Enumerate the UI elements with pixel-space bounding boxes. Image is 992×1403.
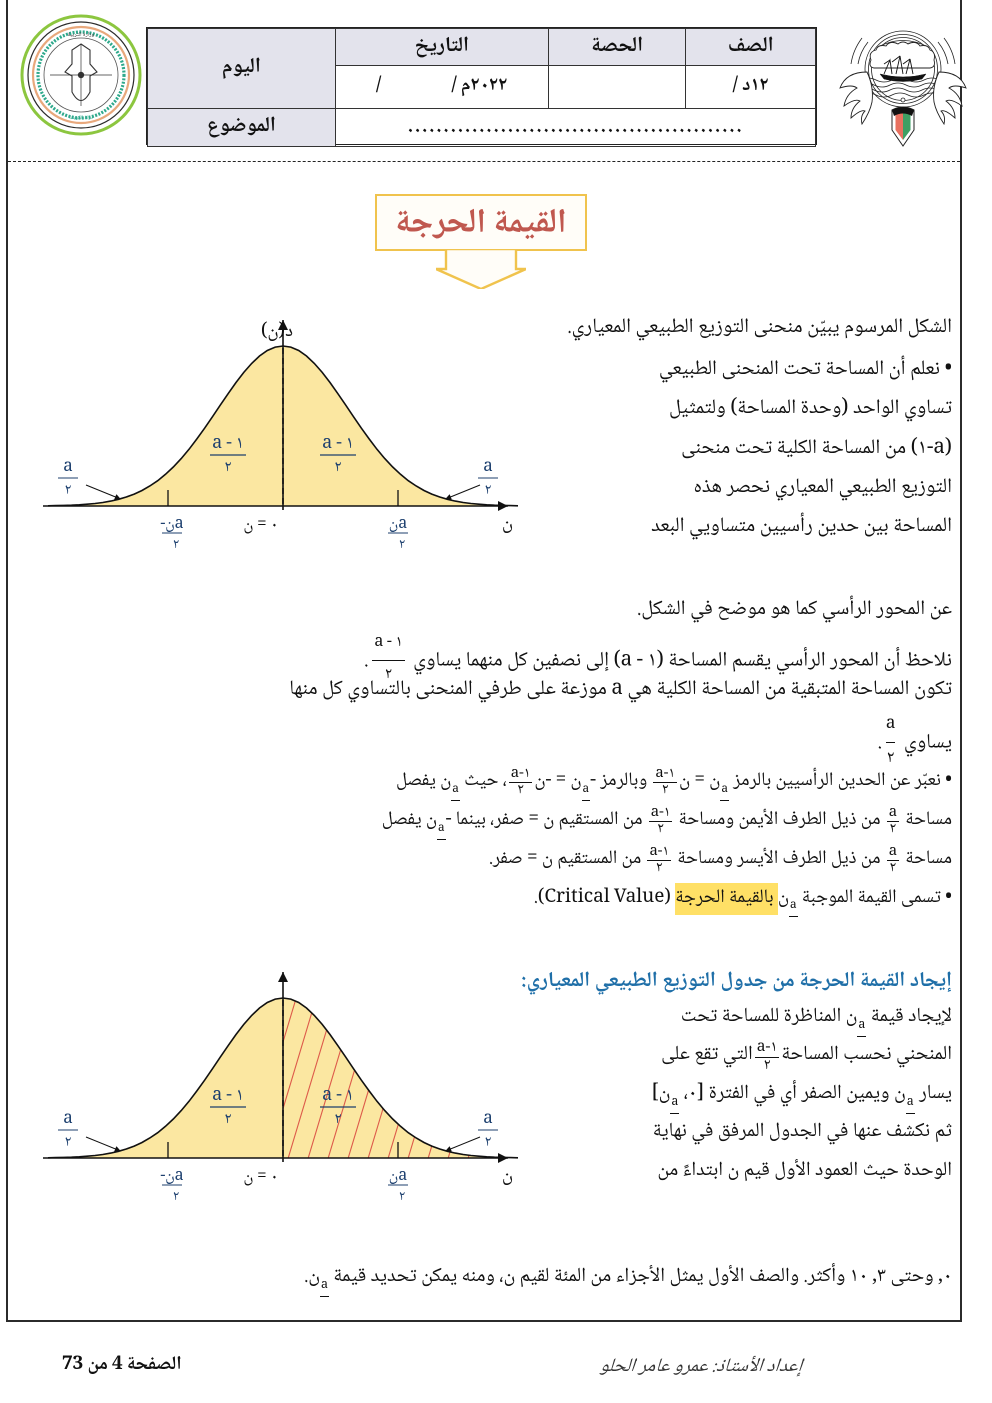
svg-text:٢: ٢: [399, 533, 405, 557]
svg-text:٢: ٢: [334, 455, 341, 482]
svg-text:ن: ن: [502, 1161, 513, 1193]
svg-text:٢: ٢: [224, 1107, 231, 1134]
svg-text:٠ = ن: ٠ = ن: [243, 511, 278, 540]
svg-text:٢: ٢: [399, 1185, 405, 1209]
svg-text:٢: ٢: [65, 478, 72, 504]
svg-text:دولة الكويت: دولة الكويت: [69, 114, 93, 123]
svg-text:٢: ٢: [485, 1130, 492, 1156]
svg-text:٢: ٢: [224, 455, 231, 482]
svg-text:٠ = ن: ٠ = ن: [243, 1163, 278, 1192]
svg-text:د(ن): د(ن): [261, 317, 293, 349]
svg-text:٢: ٢: [173, 1185, 179, 1209]
svg-text:٢: ٢: [334, 1107, 341, 1134]
svg-text:٢: ٢: [173, 533, 179, 557]
svg-text:وزارة التربية: وزارة التربية: [68, 30, 95, 40]
svg-text:٢: ٢: [65, 1130, 72, 1156]
